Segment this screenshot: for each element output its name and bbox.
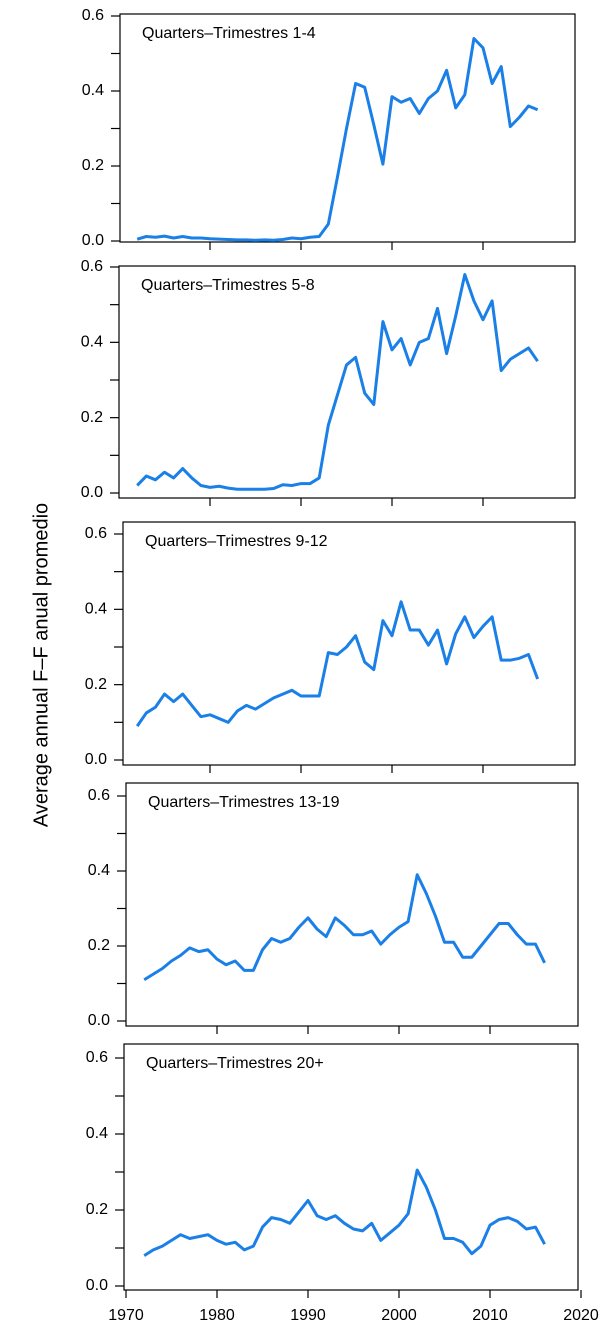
panel-title: Quarters–Trimestres 1-4 [142, 25, 316, 42]
panel-title: Quarters–Trimestres 20+ [146, 1055, 324, 1072]
x-tick-label: 1990 [290, 1307, 326, 1324]
panel-title: Quarters–Trimestres 5-8 [141, 277, 315, 294]
y-tick-label: 0.6 [88, 787, 110, 804]
plot-frame [125, 782, 579, 1027]
data-line [135, 600, 540, 727]
y-tick-label: 0.6 [86, 1049, 108, 1066]
y-tick-label: 0.6 [81, 258, 103, 275]
y-tick-label: 0.4 [88, 862, 110, 879]
y-tick-label: 0.2 [82, 157, 104, 174]
y-tick-label: 0.4 [85, 601, 107, 618]
y-tick-label: 0.0 [81, 484, 103, 501]
y-tick-label: 0.2 [85, 676, 107, 693]
x-tick-label: 2000 [381, 1307, 417, 1324]
y-tick-label: 0.0 [82, 232, 104, 249]
y-tick-label: 0.2 [81, 409, 103, 426]
y-tick-label: 0.0 [86, 1277, 108, 1294]
y-axis-label: Average annual F–F anual promedio [30, 503, 52, 827]
x-tick-label: 1970 [108, 1307, 144, 1324]
x-tick-label: 2020 [563, 1307, 599, 1324]
plot-frame [122, 521, 576, 766]
data-line [143, 1168, 546, 1257]
data-line [136, 273, 539, 491]
y-tick-label: 0.6 [85, 525, 107, 542]
y-tick-label: 0.4 [86, 1125, 108, 1142]
panel-title: Quarters–Trimestres 9-12 [145, 533, 328, 550]
y-tick-label: 0.2 [86, 1201, 108, 1218]
y-tick-label: 0.6 [82, 7, 104, 24]
y-tick-label: 0.2 [88, 937, 110, 954]
data-line [143, 873, 546, 982]
y-tick-label: 0.0 [85, 751, 107, 768]
plot-frame [118, 265, 576, 499]
panel-title: Quarters–Trimestres 13-19 [148, 794, 340, 811]
x-tick-label: 2010 [472, 1307, 508, 1324]
y-tick-label: 0.4 [81, 334, 103, 351]
data-line [136, 37, 539, 242]
y-tick-label: 0.4 [82, 82, 104, 99]
y-tick-label: 0.0 [88, 1012, 110, 1029]
x-tick-label: 1980 [199, 1307, 235, 1324]
plot-frame [123, 1043, 579, 1291]
